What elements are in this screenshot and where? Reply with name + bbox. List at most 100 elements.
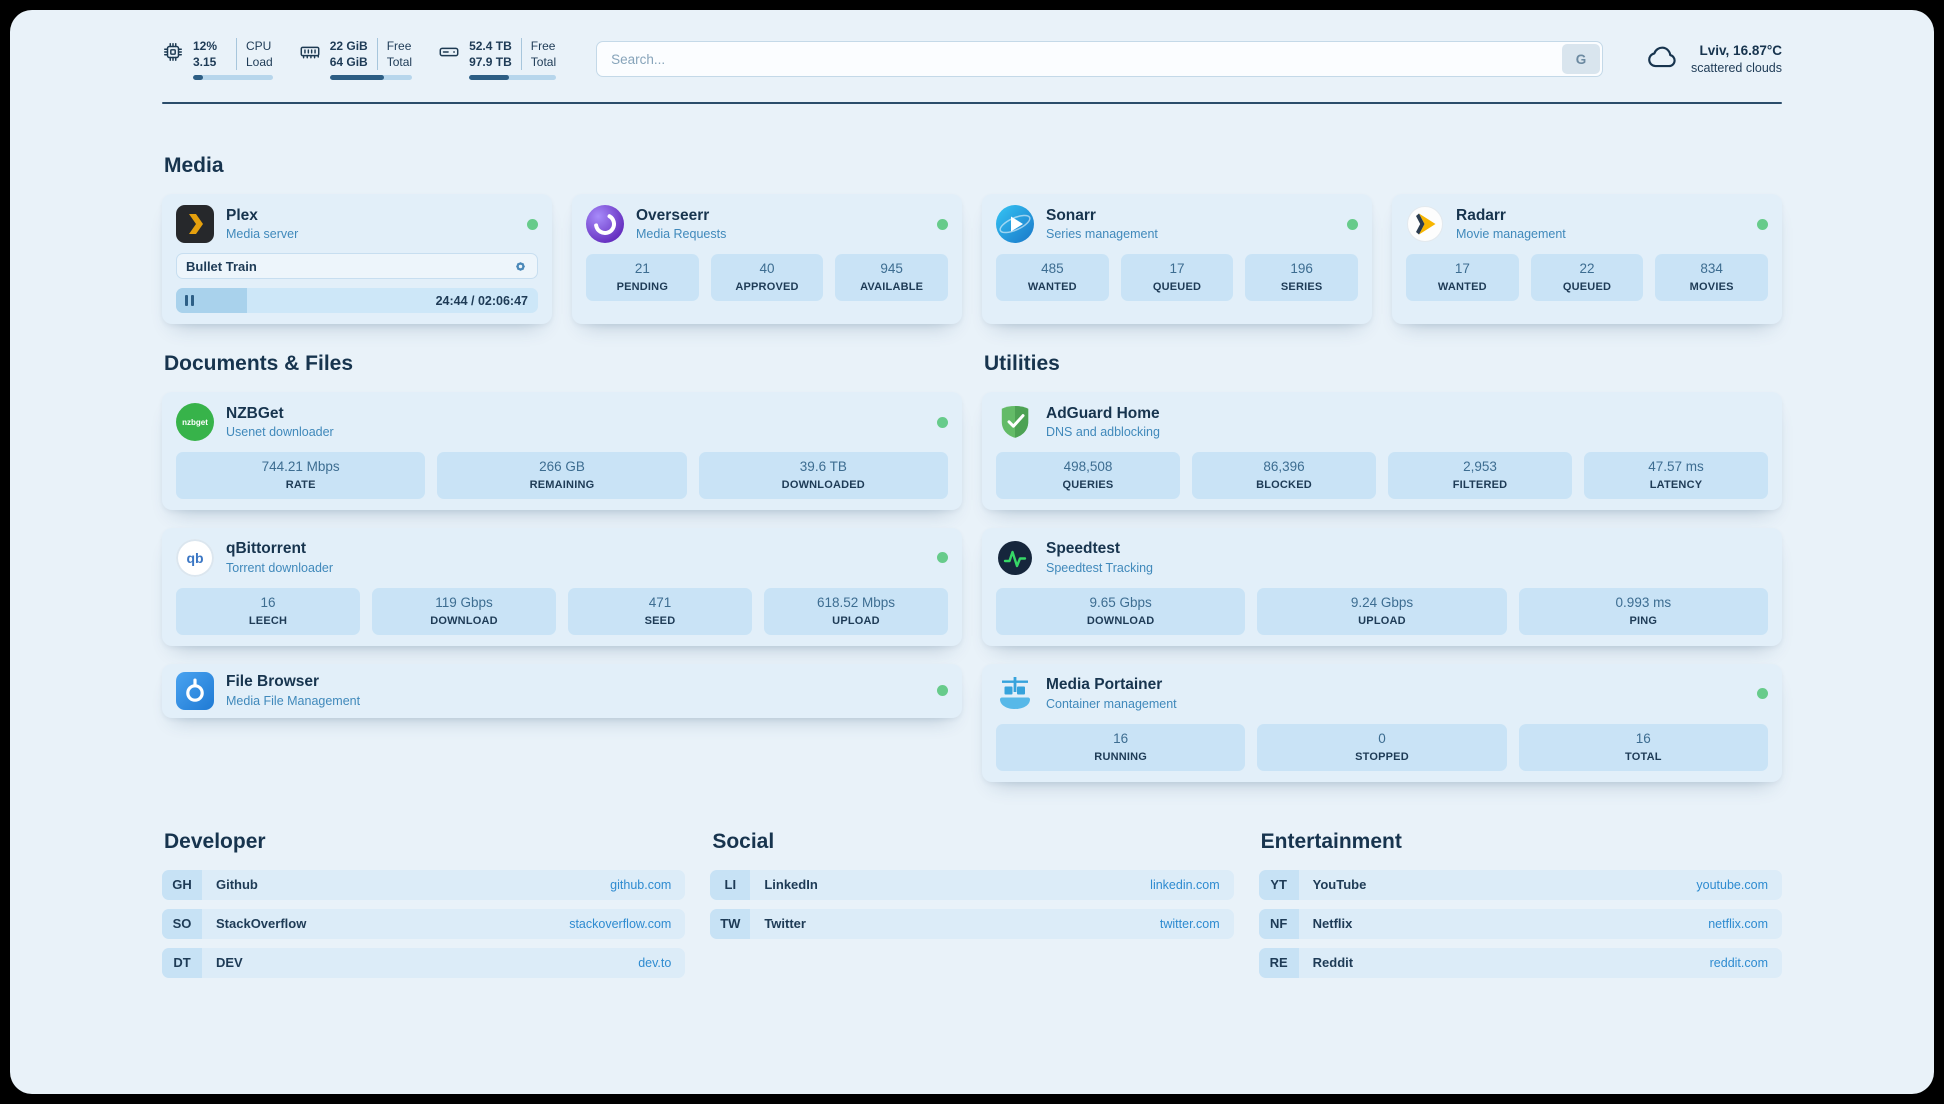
stats-row: 16 RUNNING 0 STOPPED 16 TOTAL — [996, 723, 1768, 771]
plex-card[interactable]: Plex Media server Bullet Train — [162, 194, 552, 324]
stat-tile: 196 SERIES — [1245, 254, 1359, 301]
bookmark-url[interactable]: linkedin.com — [1150, 877, 1220, 892]
bookmark-linkedin[interactable]: LI LinkedIn linkedin.com — [710, 869, 1234, 900]
stat-value: 0.993 ms — [1615, 594, 1672, 610]
bookmark-group-developer: Developer GH Github github.com SO StackO… — [162, 830, 686, 987]
stat-value: 2,953 — [1463, 459, 1497, 474]
stat-label: SERIES — [1280, 280, 1323, 293]
filebrowser-icon — [176, 671, 214, 710]
stat-tile: 40 APPROVED — [710, 254, 824, 301]
bookmark-abbr: SO — [162, 908, 202, 939]
section-documents: Documents & Files nzbget NZBGet Usenet d… — [162, 352, 962, 782]
stat-label: PING — [1629, 614, 1658, 627]
stat-tile: 485 WANTED — [996, 254, 1109, 301]
cpu-chip-icon — [162, 38, 184, 68]
top-bar: 12% 3.15 CPU Load — [162, 38, 1782, 80]
bookmark-abbr: DT — [162, 947, 202, 978]
stat-label: FILTERED — [1452, 478, 1508, 491]
filebrowser-card[interactable]: File Browser Media File Management — [162, 663, 962, 718]
weather-location: Lviv, 16.87°C — [1699, 43, 1782, 58]
stat-tile: 744.21 Mbps RATE — [176, 452, 426, 499]
stat-value: 16 — [1113, 730, 1129, 746]
bookmark-youtube[interactable]: YT YouTube youtube.com — [1258, 869, 1782, 900]
bookmark-name: YouTube — [1312, 877, 1367, 893]
search-engine-button[interactable]: G — [1561, 44, 1600, 74]
bookmark-group-entertainment: Entertainment YT YouTube youtube.com NF … — [1258, 829, 1782, 987]
stat-tile: 16 LEECH — [176, 587, 360, 635]
speedtest-icon — [996, 539, 1034, 577]
qbittorrent-icon: qb — [176, 538, 214, 577]
app-name: AdGuard Home — [1046, 404, 1160, 422]
sonarr-card[interactable]: Sonarr Series management 485 WANTED 17 Q… — [982, 194, 1372, 324]
overseerr-card[interactable]: Overseerr Media Requests 21 PENDING 40 A… — [572, 194, 962, 324]
stat-label: QUEUED — [1152, 280, 1202, 293]
stats-row: 17 WANTED 22 QUEUED 834 MOVIES — [1406, 254, 1769, 301]
memory-free-label: Free — [386, 39, 412, 53]
stat-tile: 266 GB REMAINING — [437, 452, 687, 499]
status-dot — [937, 218, 948, 230]
stat-label: UPLOAD — [1358, 614, 1406, 627]
app-name: Media Portainer — [1046, 676, 1163, 694]
stat-tile: 0 STOPPED — [1257, 723, 1507, 771]
pause-button[interactable] — [185, 295, 194, 306]
radarr-card[interactable]: Radarr Movie management 17 WANTED 22 QUE… — [1392, 194, 1782, 324]
now-playing-row: Bullet Train — [176, 253, 538, 279]
bookmark-url[interactable]: twitter.com — [1159, 916, 1220, 931]
stat-tile: 21 PENDING — [586, 254, 699, 301]
bookmark-url[interactable]: reddit.com — [1709, 955, 1768, 970]
bookmark-stackoverflow[interactable]: SO StackOverflow stackoverflow.com — [162, 908, 686, 939]
search-input[interactable] — [596, 41, 1603, 77]
entertainment-section-title: Entertainment — [1260, 829, 1402, 853]
bookmark-url[interactable]: youtube.com — [1696, 877, 1768, 892]
memory-progress-bar — [329, 75, 413, 80]
portainer-card[interactable]: Media Portainer Container management 16 … — [982, 663, 1782, 782]
social-section-title: Social — [712, 829, 775, 853]
stat-value: 498,508 — [1063, 459, 1113, 474]
bookmark-dev[interactable]: DT DEV dev.to — [162, 947, 686, 978]
system-metrics: 12% 3.15 CPU Load — [162, 38, 557, 80]
bookmark-abbr: RE — [1258, 947, 1299, 978]
memory-total: 64 GiB — [329, 55, 368, 69]
bookmark-twitter[interactable]: TW Twitter twitter.com — [710, 908, 1234, 939]
bookmark-netflix[interactable]: NF Netflix netflix.com — [1258, 908, 1782, 939]
nzbget-icon: nzbget — [176, 403, 214, 441]
stat-value: 39.6 TB — [799, 459, 847, 474]
bookmark-url[interactable]: github.com — [610, 877, 672, 892]
stat-tile: 47.57 ms LATENCY — [1584, 452, 1768, 499]
stat-tile: 39.6 TB DOWNLOADED — [698, 452, 948, 499]
weather-widget: Lviv, 16.87°C scattered clouds — [1647, 43, 1782, 75]
app-subtitle: Movie management — [1456, 227, 1566, 242]
disk-progress-bar — [469, 75, 557, 80]
nzbget-card[interactable]: nzbget NZBGet Usenet downloader 744.21 M… — [162, 392, 962, 510]
stat-label: DOWNLOADED — [781, 478, 865, 491]
bookmark-url[interactable]: stackoverflow.com — [569, 916, 672, 931]
settings-gear-icon[interactable] — [513, 259, 528, 274]
status-dot — [1757, 688, 1768, 700]
stats-row: 485 WANTED 17 QUEUED 196 SERIES — [996, 254, 1359, 301]
bookmark-url[interactable]: netflix.com — [1708, 916, 1768, 931]
stats-row: 744.21 Mbps RATE 266 GB REMAINING 39.6 T… — [176, 452, 948, 499]
stat-label: WANTED — [1437, 280, 1487, 293]
app-name: Sonarr — [1046, 206, 1096, 224]
playback-progress[interactable]: 24:44 / 02:06:47 — [176, 288, 538, 313]
overseerr-icon — [586, 205, 624, 243]
app-name: qBittorrent — [226, 540, 307, 558]
stats-row: 9.65 Gbps DOWNLOAD 9.24 Gbps UPLOAD 0.99… — [996, 587, 1768, 635]
bookmark-github[interactable]: GH Github github.com — [162, 869, 686, 900]
adguard-card[interactable]: AdGuard Home DNS and adblocking 498,508 … — [982, 392, 1782, 510]
bookmark-name: LinkedIn — [764, 877, 818, 893]
bookmark-name: DEV — [216, 955, 243, 971]
bookmark-name: Github — [216, 877, 258, 893]
stat-label: QUEUED — [1562, 280, 1612, 293]
stat-label: MOVIES — [1689, 280, 1734, 293]
bookmark-url[interactable]: dev.to — [638, 955, 672, 970]
search-bar: G — [596, 41, 1603, 77]
stat-value: 16 — [260, 594, 276, 610]
app-subtitle: Container management — [1046, 697, 1177, 712]
app-subtitle: DNS and adblocking — [1046, 425, 1160, 440]
cloud-icon — [1647, 44, 1679, 74]
qbittorrent-card[interactable]: qb qBittorrent Torrent downloader 16 LEE… — [162, 527, 962, 646]
bookmark-reddit[interactable]: RE Reddit reddit.com — [1258, 947, 1782, 978]
disk-free-label: Free — [530, 39, 556, 53]
speedtest-card[interactable]: Speedtest Speedtest Tracking 9.65 Gbps D… — [982, 527, 1782, 646]
